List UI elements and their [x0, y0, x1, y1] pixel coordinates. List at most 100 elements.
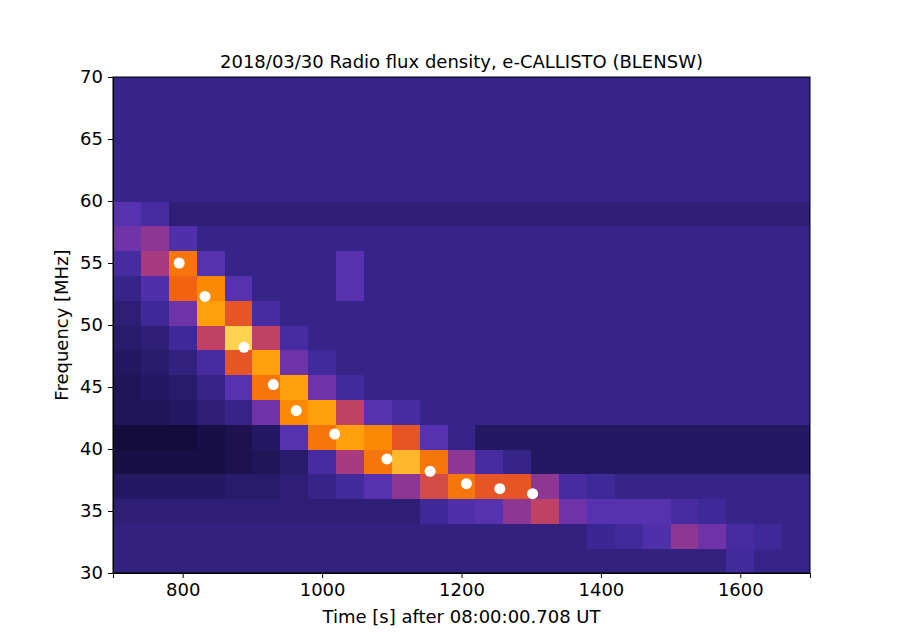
- heatmap-cell: [726, 325, 754, 350]
- heatmap-cell: [475, 548, 503, 573]
- heatmap-cell: [726, 548, 754, 573]
- heatmap-cell: [308, 102, 336, 127]
- heatmap-cell: [615, 176, 643, 201]
- heatmap-cell: [726, 424, 754, 449]
- y-tick-mark: [108, 201, 113, 202]
- heatmap-cell: [169, 77, 197, 102]
- heatmap-cell: [587, 127, 615, 152]
- heatmap-cell: [141, 449, 169, 474]
- heatmap-cell: [671, 127, 699, 152]
- heatmap-cell: [754, 523, 782, 548]
- heatmap-cell: [252, 325, 280, 350]
- heatmap-cell: [671, 251, 699, 276]
- x-tick: 1400: [578, 573, 624, 600]
- y-tick-label: 50: [80, 314, 103, 335]
- heatmap-cell: [392, 275, 420, 300]
- heatmap-cell: [364, 201, 392, 226]
- heatmap-cell: [531, 424, 559, 449]
- heatmap-cell: [392, 251, 420, 276]
- heatmap-cell: [531, 375, 559, 400]
- heatmap-cell: [698, 523, 726, 548]
- heatmap-cell: [113, 300, 141, 325]
- heatmap-cell: [392, 375, 420, 400]
- heatmap-cell: [336, 474, 364, 499]
- scatter-point: [239, 342, 250, 353]
- heatmap-cell: [448, 201, 476, 226]
- heatmap-cell: [671, 300, 699, 325]
- scatter-point: [461, 478, 472, 489]
- heatmap-cell: [671, 275, 699, 300]
- heatmap-cell: [448, 226, 476, 251]
- y-tick-label: 40: [80, 438, 103, 459]
- heatmap-cell: [113, 399, 141, 424]
- heatmap-cell: [698, 102, 726, 127]
- heatmap-cell: [141, 399, 169, 424]
- heatmap-cell: [698, 548, 726, 573]
- heatmap-cell: [587, 251, 615, 276]
- y-tick: 65: [80, 128, 113, 149]
- heatmap-cell: [503, 499, 531, 524]
- heatmap-cell: [336, 350, 364, 375]
- heatmap-cell: [420, 300, 448, 325]
- heatmap-cell: [336, 102, 364, 127]
- heatmap-cell: [141, 127, 169, 152]
- heatmap-cell: [420, 102, 448, 127]
- marks: [113, 77, 810, 573]
- heatmap-cell: [559, 201, 587, 226]
- scatter-point: [425, 466, 436, 477]
- heatmap-cell: [113, 474, 141, 499]
- heatmap-cell: [280, 548, 308, 573]
- heatmap-cell: [225, 523, 253, 548]
- heatmap-cell: [336, 176, 364, 201]
- heatmap-cell: [448, 102, 476, 127]
- heatmap-cell: [420, 474, 448, 499]
- heatmap-cell: [782, 375, 810, 400]
- heatmap-cell: [364, 548, 392, 573]
- heatmap-cell: [448, 350, 476, 375]
- heatmap-cell: [169, 325, 197, 350]
- heatmap-cell: [698, 375, 726, 400]
- heatmap-cell: [671, 474, 699, 499]
- heatmap-cell: [531, 499, 559, 524]
- heatmap-cell: [280, 275, 308, 300]
- heatmap-cell: [531, 127, 559, 152]
- heatmap-cell: [643, 499, 671, 524]
- heatmap-cell: [503, 523, 531, 548]
- y-tick: 30: [80, 562, 113, 583]
- heatmap-cell: [280, 474, 308, 499]
- heatmap-cell: [615, 325, 643, 350]
- heatmap-cell: [531, 251, 559, 276]
- heatmap-cell: [587, 499, 615, 524]
- heatmap-cell: [113, 375, 141, 400]
- heatmap-cell: [169, 251, 197, 276]
- heatmap-cell: [726, 523, 754, 548]
- heatmap-cell: [336, 375, 364, 400]
- heatmap-cell: [197, 325, 225, 350]
- heatmap-cell: [475, 226, 503, 251]
- heatmap-cell: [531, 176, 559, 201]
- heatmap-cell: [782, 499, 810, 524]
- heatmap-cell: [113, 325, 141, 350]
- heatmap-cell: [420, 375, 448, 400]
- plot-frame: [113, 77, 810, 573]
- heatmap-cell: [726, 300, 754, 325]
- heatmap-cell: [113, 275, 141, 300]
- heatmap-cell: [197, 499, 225, 524]
- heatmap-cell: [559, 424, 587, 449]
- y-tick-label: 45: [80, 376, 103, 397]
- heatmap-cell: [280, 424, 308, 449]
- heatmap-cell: [559, 102, 587, 127]
- heatmap-cell: [225, 350, 253, 375]
- heatmap-cell: [364, 499, 392, 524]
- heatmap-cell: [643, 77, 671, 102]
- heatmap-cell: [197, 350, 225, 375]
- scatter-point: [174, 258, 185, 269]
- heatmap-cell: [420, 201, 448, 226]
- y-tick: 50: [80, 314, 113, 335]
- heatmap-cell: [503, 300, 531, 325]
- heatmap-cell: [643, 127, 671, 152]
- heatmap-cell: [754, 151, 782, 176]
- y-tick: 45: [80, 376, 113, 397]
- heatmap-cell: [364, 226, 392, 251]
- heatmap-cell: [559, 127, 587, 152]
